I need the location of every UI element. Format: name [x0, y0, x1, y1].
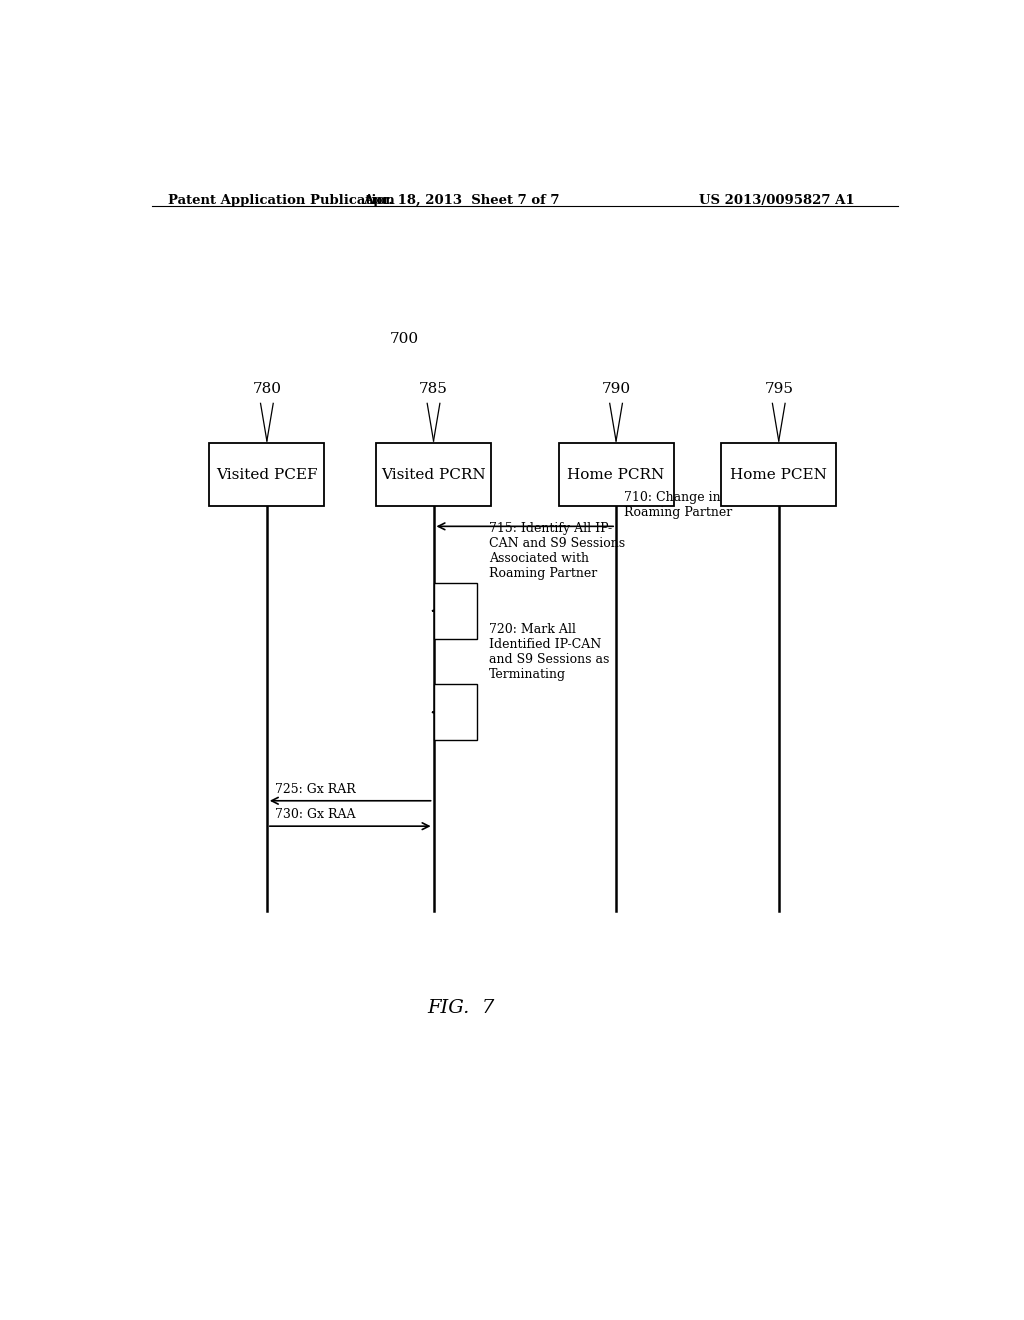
Text: 710: Change in
Roaming Partner: 710: Change in Roaming Partner: [624, 491, 732, 519]
Text: Home PCRN: Home PCRN: [567, 467, 665, 482]
Bar: [558, 444, 674, 506]
Bar: [721, 444, 837, 506]
Text: Visited PCRN: Visited PCRN: [381, 467, 485, 482]
Text: Visited PCEF: Visited PCEF: [216, 467, 317, 482]
Text: Apr. 18, 2013  Sheet 7 of 7: Apr. 18, 2013 Sheet 7 of 7: [364, 194, 559, 207]
Text: FIG.  7: FIG. 7: [428, 999, 495, 1018]
Text: 795: 795: [764, 383, 794, 396]
Bar: [433, 582, 477, 639]
Text: 785: 785: [419, 383, 447, 396]
Text: 725: Gx RAR: 725: Gx RAR: [274, 783, 355, 796]
Text: US 2013/0095827 A1: US 2013/0095827 A1: [699, 194, 855, 207]
Text: 700: 700: [390, 333, 419, 346]
Bar: [433, 684, 477, 741]
Text: Home PCEN: Home PCEN: [730, 467, 827, 482]
Text: 730: Gx RAA: 730: Gx RAA: [274, 808, 355, 821]
Text: 715: Identify All IP-
CAN and S9 Sessions
Associated with
Roaming Partner: 715: Identify All IP- CAN and S9 Session…: [489, 521, 626, 579]
Bar: [209, 444, 325, 506]
Text: 780: 780: [252, 383, 282, 396]
Text: 790: 790: [601, 383, 631, 396]
Text: 720: Mark All
Identified IP-CAN
and S9 Sessions as
Terminating: 720: Mark All Identified IP-CAN and S9 S…: [489, 623, 609, 681]
Text: Patent Application Publication: Patent Application Publication: [168, 194, 394, 207]
Bar: [376, 444, 492, 506]
